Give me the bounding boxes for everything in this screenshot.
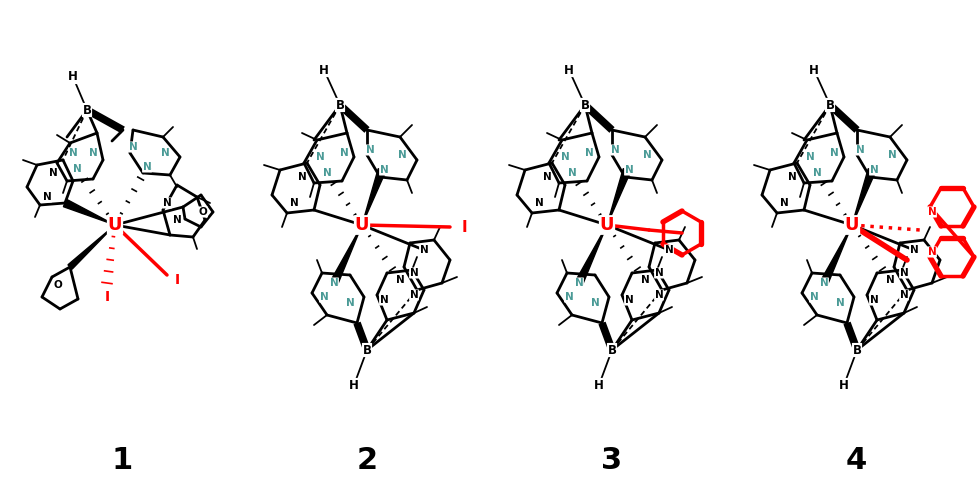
Polygon shape — [330, 225, 362, 285]
Text: H: H — [68, 71, 78, 83]
Text: N: N — [899, 268, 908, 278]
Text: B: B — [82, 103, 91, 117]
Text: B: B — [335, 98, 344, 112]
Text: H: H — [349, 378, 359, 392]
Polygon shape — [851, 169, 875, 225]
Text: N: N — [664, 245, 673, 255]
Text: N: N — [542, 172, 551, 182]
Polygon shape — [575, 225, 606, 285]
Text: N: N — [835, 298, 843, 308]
Text: N: N — [819, 278, 827, 288]
Text: N: N — [379, 165, 388, 175]
Text: N: N — [574, 278, 583, 288]
Text: U: U — [354, 216, 369, 234]
Polygon shape — [64, 199, 114, 225]
Text: N: N — [420, 245, 428, 255]
Text: N: N — [172, 215, 181, 225]
Text: N: N — [927, 207, 935, 217]
Text: N: N — [654, 268, 663, 278]
Text: N: N — [787, 172, 795, 182]
Text: N: N — [319, 292, 328, 302]
Text: N: N — [297, 172, 306, 182]
Text: N: N — [610, 145, 619, 155]
Text: N: N — [855, 145, 864, 155]
Polygon shape — [820, 225, 851, 285]
Text: H: H — [808, 64, 819, 76]
Text: N: N — [640, 275, 648, 285]
Text: N: N — [143, 162, 152, 172]
Text: N: N — [590, 298, 599, 308]
Text: N: N — [323, 168, 331, 178]
Text: B: B — [852, 343, 861, 357]
Text: N: N — [345, 298, 354, 308]
Text: N: N — [885, 275, 894, 285]
Text: N: N — [128, 142, 137, 152]
Text: H: H — [838, 378, 848, 392]
Text: B: B — [607, 343, 616, 357]
Text: N: N — [365, 145, 374, 155]
Text: H: H — [319, 64, 329, 76]
Text: 1: 1 — [111, 445, 133, 474]
Polygon shape — [606, 169, 630, 225]
Text: N: N — [868, 165, 877, 175]
Text: O: O — [199, 207, 207, 217]
Text: N: N — [778, 198, 787, 208]
Text: U: U — [108, 216, 122, 234]
Text: 4: 4 — [845, 445, 867, 474]
Polygon shape — [67, 225, 114, 269]
Text: N: N — [624, 165, 633, 175]
Text: N: N — [654, 290, 663, 300]
Text: N: N — [899, 290, 908, 300]
Text: N: N — [160, 148, 169, 158]
Text: N: N — [868, 295, 877, 305]
Text: N: N — [339, 148, 348, 158]
Text: I: I — [174, 273, 179, 287]
Text: U: U — [600, 216, 613, 234]
Text: N: N — [397, 150, 406, 160]
Text: 3: 3 — [600, 445, 622, 474]
Text: N: N — [409, 268, 418, 278]
Text: N: N — [315, 152, 324, 162]
Text: N: N — [534, 198, 543, 208]
Text: N: N — [812, 168, 821, 178]
Text: N: N — [43, 192, 51, 202]
Text: N: N — [72, 164, 81, 174]
Text: N: N — [927, 247, 935, 257]
Text: B: B — [824, 98, 833, 112]
Text: N: N — [49, 168, 58, 178]
Text: H: H — [594, 378, 603, 392]
Text: N: N — [89, 148, 97, 158]
Text: N: N — [584, 148, 593, 158]
Text: B: B — [362, 343, 371, 357]
Text: N: N — [828, 148, 837, 158]
Text: U: U — [844, 216, 859, 234]
Text: N: N — [162, 198, 171, 208]
Text: N: N — [409, 290, 418, 300]
Text: I: I — [105, 290, 110, 304]
Text: N: N — [805, 152, 814, 162]
Text: N: N — [560, 152, 569, 162]
Text: N: N — [68, 148, 77, 158]
Text: 2: 2 — [356, 445, 378, 474]
Text: N: N — [809, 292, 818, 302]
Text: N: N — [330, 278, 338, 288]
Text: N: N — [909, 245, 917, 255]
Text: N: N — [642, 150, 650, 160]
Text: N: N — [564, 292, 573, 302]
Text: N: N — [624, 295, 633, 305]
Text: B: B — [580, 98, 589, 112]
Text: I: I — [461, 220, 467, 235]
Text: N: N — [379, 295, 388, 305]
Text: N: N — [395, 275, 404, 285]
Text: H: H — [563, 64, 573, 76]
Text: O: O — [54, 280, 63, 290]
Polygon shape — [362, 169, 385, 225]
Text: N: N — [567, 168, 576, 178]
Text: N: N — [289, 198, 298, 208]
Text: N: N — [887, 150, 896, 160]
